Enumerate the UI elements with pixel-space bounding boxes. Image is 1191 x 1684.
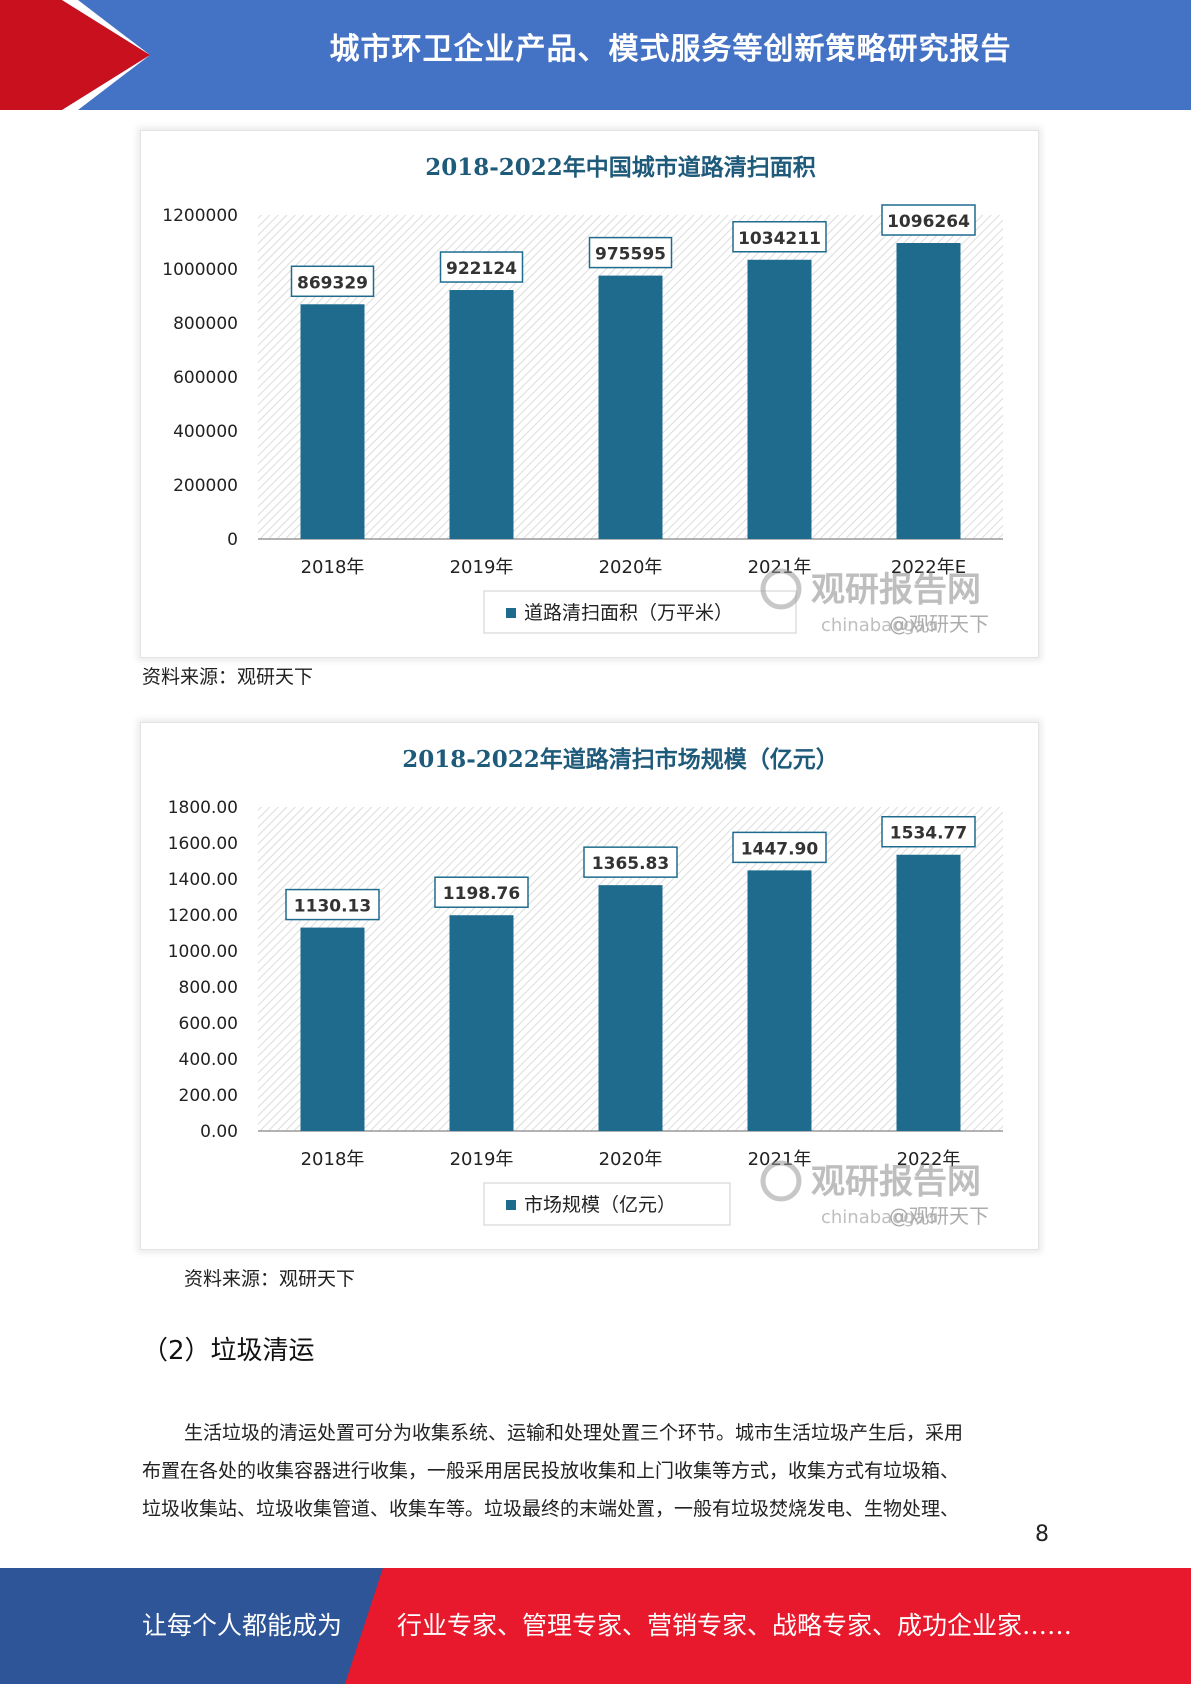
data-label-box bbox=[588, 236, 673, 269]
data-label-box bbox=[439, 251, 524, 283]
data-label: 1365.83 bbox=[592, 854, 669, 874]
chart2-source: 资料来源：观研天下 bbox=[184, 1268, 356, 1290]
paragraph-line-3: 垃圾收集站、垃圾收集管道、收集车等。垃圾最终的末端处置，一般有垃圾焚烧发电、生物… bbox=[142, 1498, 960, 1520]
x-tick-label: 2019年 bbox=[450, 1149, 514, 1170]
y-tick-label: 400.00 bbox=[179, 1050, 238, 1070]
legend-box bbox=[483, 1182, 731, 1226]
bar bbox=[300, 304, 365, 539]
watermark-logo-icon bbox=[760, 1160, 802, 1202]
chart-road-cleaning-market-svg: 2018-2022年道路清扫市场规模（亿元） 0.00 200.00 400.00 60… bbox=[168, 746, 1003, 1228]
watermark-domain: chinabaogao bbox=[821, 615, 937, 636]
data-label-box bbox=[285, 888, 380, 921]
x-tick-label: 2022年E bbox=[891, 557, 966, 578]
report-title: 城市环卫企业产品、模式服务等创新策略研究报告 bbox=[329, 32, 1012, 67]
watermark: 观研报告网 chinabaogao@观研天下 bbox=[760, 1160, 989, 1228]
chart-title: 2018-2022年道路清扫市场规模（亿元） bbox=[402, 746, 839, 773]
data-label: 1096264 bbox=[887, 212, 970, 232]
header-red-arrow bbox=[0, 0, 150, 110]
data-label-box bbox=[732, 831, 827, 864]
bar bbox=[449, 915, 514, 1131]
body-paragraph: 生活垃圾的清运处置可分为收集系统、运输和处理处置三个环节。城市生活垃圾产生后，采… bbox=[142, 1414, 1047, 1528]
x-tick-label: 2022年 bbox=[897, 1149, 961, 1170]
legend-label: 市场规模（亿元） bbox=[524, 1194, 676, 1216]
bar bbox=[300, 927, 365, 1131]
x-tick-label: 2020年 bbox=[599, 557, 663, 578]
y-tick-label: 1200.00 bbox=[168, 906, 238, 926]
watermark-brand: 观研报告网 bbox=[811, 570, 981, 610]
data-label-box bbox=[290, 265, 375, 298]
data-label: 869329 bbox=[297, 273, 368, 293]
bar bbox=[896, 243, 961, 539]
footer-slogan-right: 行业专家、管理专家、营销专家、战略专家、成功企业家…… bbox=[397, 1611, 1073, 1640]
watermark-domain: chinabaogao bbox=[821, 1207, 937, 1228]
y-tick-label: 600.00 bbox=[179, 1014, 238, 1034]
legend-label: 道路清扫面积（万平米） bbox=[524, 602, 733, 624]
data-label: 975595 bbox=[595, 245, 666, 265]
chart-road-cleaning-area: 2018-2022年中国城市道路清扫面积 0 200000 400000 600000 8… bbox=[140, 130, 1039, 658]
y-tick-label: 200000 bbox=[173, 476, 238, 496]
y-tick-label: 800.00 bbox=[179, 978, 238, 998]
y-tick-label: 200.00 bbox=[179, 1086, 238, 1106]
paragraph-line-1: 生活垃圾的清运处置可分为收集系统、运输和处理处置三个环节。城市生活垃圾产生后，采… bbox=[184, 1422, 964, 1444]
y-tick-label: 1400.00 bbox=[168, 870, 238, 890]
chart-road-cleaning-area-svg: 2018-2022年中国城市道路清扫面积 0 200000 400000 600000 8… bbox=[162, 154, 1003, 636]
watermark-brand: 观研报告网 bbox=[811, 1162, 981, 1202]
x-tick-label: 2018年 bbox=[301, 1149, 365, 1170]
x-tick-label: 2021年 bbox=[748, 557, 812, 578]
x-tick-label: 2018年 bbox=[301, 557, 365, 578]
bar bbox=[598, 275, 663, 539]
bar bbox=[449, 290, 514, 539]
page-header: 城市环卫企业产品、模式服务等创新策略研究报告 bbox=[0, 0, 1191, 110]
y-tick-label: 1800.00 bbox=[168, 798, 238, 818]
data-label: 1034211 bbox=[738, 229, 821, 249]
y-tick-label: 1600.00 bbox=[168, 834, 238, 854]
data-label-box bbox=[583, 846, 678, 878]
page-footer: 让每个人都能成为 行业专家、管理专家、营销专家、战略专家、成功企业家…… bbox=[0, 1568, 1191, 1684]
watermark-handle: @观研天下 bbox=[889, 1204, 989, 1228]
y-tick-label: 600000 bbox=[173, 368, 238, 388]
data-label: 1447.90 bbox=[741, 839, 819, 859]
y-tick-label: 400000 bbox=[173, 422, 238, 442]
page-number: 8 bbox=[1035, 1522, 1049, 1547]
chart-title: 2018-2022年中国城市道路清扫面积 bbox=[425, 154, 816, 181]
watermark-handle: @观研天下 bbox=[889, 612, 989, 636]
footer-slogan-left: 让每个人都能成为 bbox=[142, 1611, 343, 1640]
legend-swatch bbox=[506, 1200, 516, 1210]
paragraph-line-2: 布置在各处的收集容器进行收集，一般采用居民投放收集和上门收集等方式，收集方式有垃… bbox=[142, 1460, 960, 1482]
data-label: 1534.77 bbox=[890, 824, 967, 844]
chart-road-cleaning-market: 2018-2022年道路清扫市场规模（亿元） 0.00 200.00 400.00 60… bbox=[140, 722, 1039, 1250]
chart1-source: 资料来源：观研天下 bbox=[142, 666, 314, 688]
data-label-box bbox=[732, 221, 827, 253]
bar bbox=[896, 854, 961, 1131]
y-tick-label: 0.00 bbox=[200, 1122, 238, 1142]
section-title: （2）垃圾清运 bbox=[142, 1336, 315, 1366]
footer-red-band bbox=[345, 1568, 1191, 1684]
legend-box bbox=[483, 590, 797, 634]
x-tick-label: 2021年 bbox=[748, 1149, 812, 1170]
data-label: 922124 bbox=[446, 259, 517, 279]
bar bbox=[598, 885, 663, 1131]
watermark-logo-icon bbox=[760, 568, 802, 610]
x-tick-label: 2019年 bbox=[450, 557, 514, 578]
y-tick-label: 1000.00 bbox=[168, 942, 238, 962]
y-tick-label: 0 bbox=[227, 530, 238, 550]
y-tick-label: 800000 bbox=[173, 314, 238, 334]
x-tick-label: 2020年 bbox=[599, 1149, 663, 1170]
data-label: 1198.76 bbox=[443, 884, 520, 904]
data-label: 1130.13 bbox=[294, 897, 371, 917]
data-label-box bbox=[881, 815, 976, 848]
y-tick-label: 1000000 bbox=[162, 260, 238, 280]
bar bbox=[747, 259, 812, 539]
y-tick-label: 1200000 bbox=[162, 206, 238, 226]
data-label-box bbox=[881, 204, 976, 236]
bar bbox=[747, 870, 812, 1131]
watermark: 观研报告网 chinabaogao@观研天下 bbox=[760, 568, 989, 636]
legend-swatch bbox=[506, 608, 516, 618]
data-label-box bbox=[434, 876, 529, 908]
